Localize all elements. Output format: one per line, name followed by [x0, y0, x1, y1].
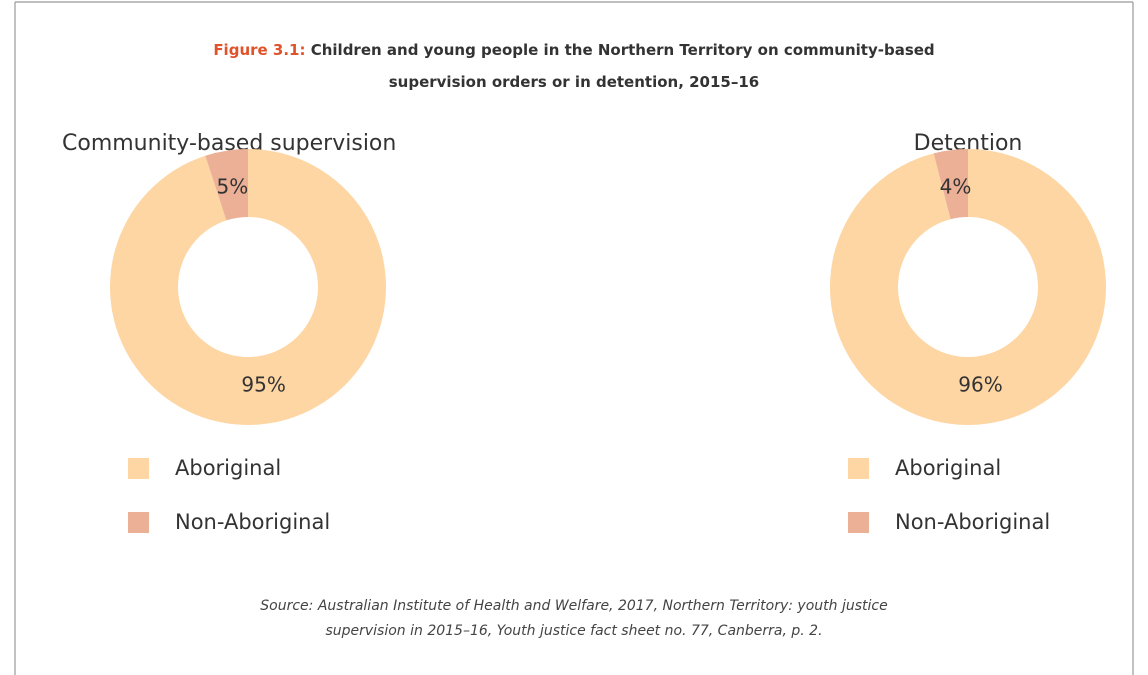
slice-label: 95% [241, 372, 285, 396]
title-text: Children and young people in the Norther… [310, 41, 935, 91]
legend-swatch [128, 512, 149, 533]
slice-label: 5% [216, 175, 248, 199]
slice-label: 96% [958, 373, 1002, 397]
legend-label: Aboriginal [895, 456, 1001, 480]
legend-label: Non-Aboriginal [895, 510, 1050, 534]
legend-label: Non-Aboriginal [175, 510, 330, 534]
slice-label: 4% [940, 174, 972, 198]
donut-slice [829, 149, 1107, 425]
figure-label: Figure 3.1: [213, 41, 306, 59]
donut-slice [933, 149, 968, 220]
donut-slice [205, 149, 248, 221]
figure-title: Figure 3.1: Children and young people in… [184, 34, 964, 98]
donut-slice [109, 149, 387, 426]
legend-swatch [848, 512, 869, 533]
legend-swatch [848, 458, 869, 479]
source-note: Source: Australian Institute of Health a… [260, 598, 888, 639]
legend-label: Aboriginal [175, 456, 281, 480]
legend-swatch [128, 458, 149, 479]
